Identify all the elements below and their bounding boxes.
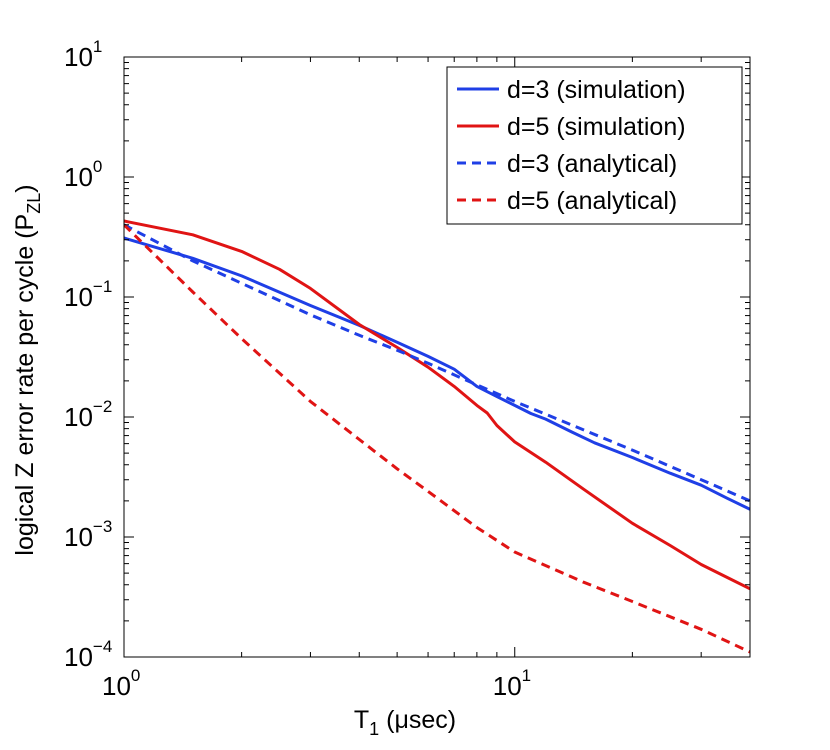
y-tick-label: 10−1 (64, 277, 112, 312)
legend-label: d=5 (analytical) (507, 187, 677, 215)
series-line-d-3-analytical (124, 223, 750, 503)
legend-box (446, 66, 743, 225)
series-line-d-3-simulation (124, 236, 750, 511)
x-axis-label: T1 (μsec) (354, 706, 456, 739)
y-tick-label: 10−2 (64, 397, 112, 432)
legend-label: d=3 (analytical) (507, 150, 677, 178)
y-axis-label: logical Z error rate per cycle (PZL) (11, 184, 44, 555)
x-tick-label: 101 (493, 666, 531, 701)
series-layer (124, 219, 750, 654)
plot-frame (123, 56, 751, 658)
y-tick-label: 100 (64, 157, 102, 192)
x-tick-label: 100 (102, 666, 140, 701)
y-tick-label: 101 (64, 37, 102, 72)
series-line-d-5-analytical (124, 223, 750, 654)
legend-label: d=5 (simulation) (507, 113, 686, 141)
series-line-d-5-simulation (124, 219, 750, 591)
y-tick-label: 10−4 (64, 637, 112, 672)
y-tick-label: 10−3 (64, 517, 112, 552)
legend: d=3 (simulation) d=5 (simulation) d=3 (ana… (446, 66, 743, 225)
legend-label: d=3 (simulation) (507, 76, 686, 104)
